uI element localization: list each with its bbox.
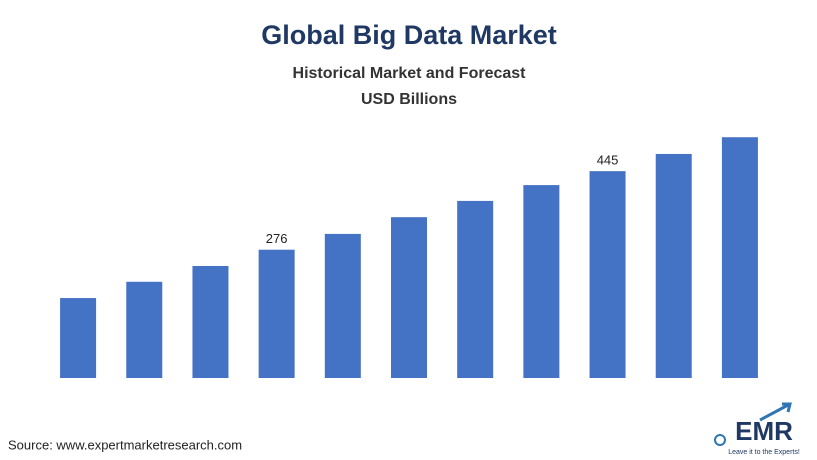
bar (391, 217, 427, 378)
chart-subtitle: Historical Market and Forecast (293, 65, 527, 82)
bar (655, 153, 692, 378)
bar (60, 298, 97, 378)
source: Source: www.expertmarketresearch.com (8, 437, 242, 452)
logo-icon (714, 434, 726, 446)
bar (589, 171, 626, 378)
logo: EMR (735, 416, 793, 446)
chart-subtitle: USD Billions (361, 91, 457, 108)
chart-title: Global Big Data Market (261, 20, 557, 50)
bar (258, 249, 295, 378)
bar (324, 233, 361, 378)
bar (457, 200, 494, 378)
bar (192, 265, 229, 378)
data-label: 276 (266, 231, 288, 246)
logo-arrow (759, 402, 792, 422)
data-label: 445 (597, 153, 619, 168)
bar (523, 185, 560, 378)
bar (126, 281, 163, 378)
logo-tagline: Leave it to the Experts! (728, 449, 800, 456)
bar (721, 137, 758, 378)
